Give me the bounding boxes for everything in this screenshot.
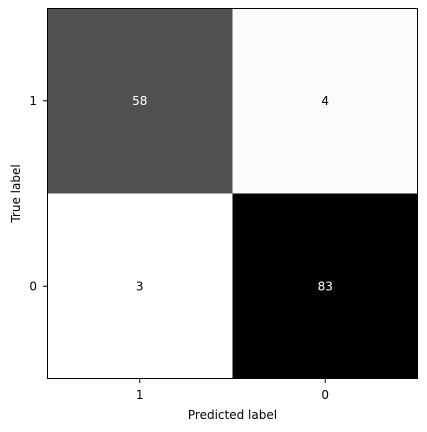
x-axis-label: Predicted label xyxy=(188,408,277,422)
heatmap-cell-1-0 xyxy=(232,8,418,194)
cell-value-label: 3 xyxy=(136,279,144,293)
x-tick-label: 0 xyxy=(321,388,329,402)
axis-labels: Predicted label True label xyxy=(9,164,277,422)
plot-frame xyxy=(47,8,418,379)
cell-value-label: 4 xyxy=(321,94,329,108)
y-tick-label: 0 xyxy=(29,279,37,293)
axis-ticks: 1 0 1 0 xyxy=(29,94,329,402)
x-tick-label: 1 xyxy=(136,388,144,402)
y-axis-label: True label xyxy=(9,164,23,223)
cell-value-label: 58 xyxy=(132,94,147,108)
heatmap-cell-0-0 xyxy=(232,193,418,379)
heatmap-cell-1-1 xyxy=(47,8,233,194)
cell-value-label: 83 xyxy=(318,279,333,293)
heatmap-cells: 58 4 3 83 xyxy=(47,8,418,379)
y-tick-label: 1 xyxy=(29,94,37,108)
heatmap-cell-0-1 xyxy=(47,193,233,379)
